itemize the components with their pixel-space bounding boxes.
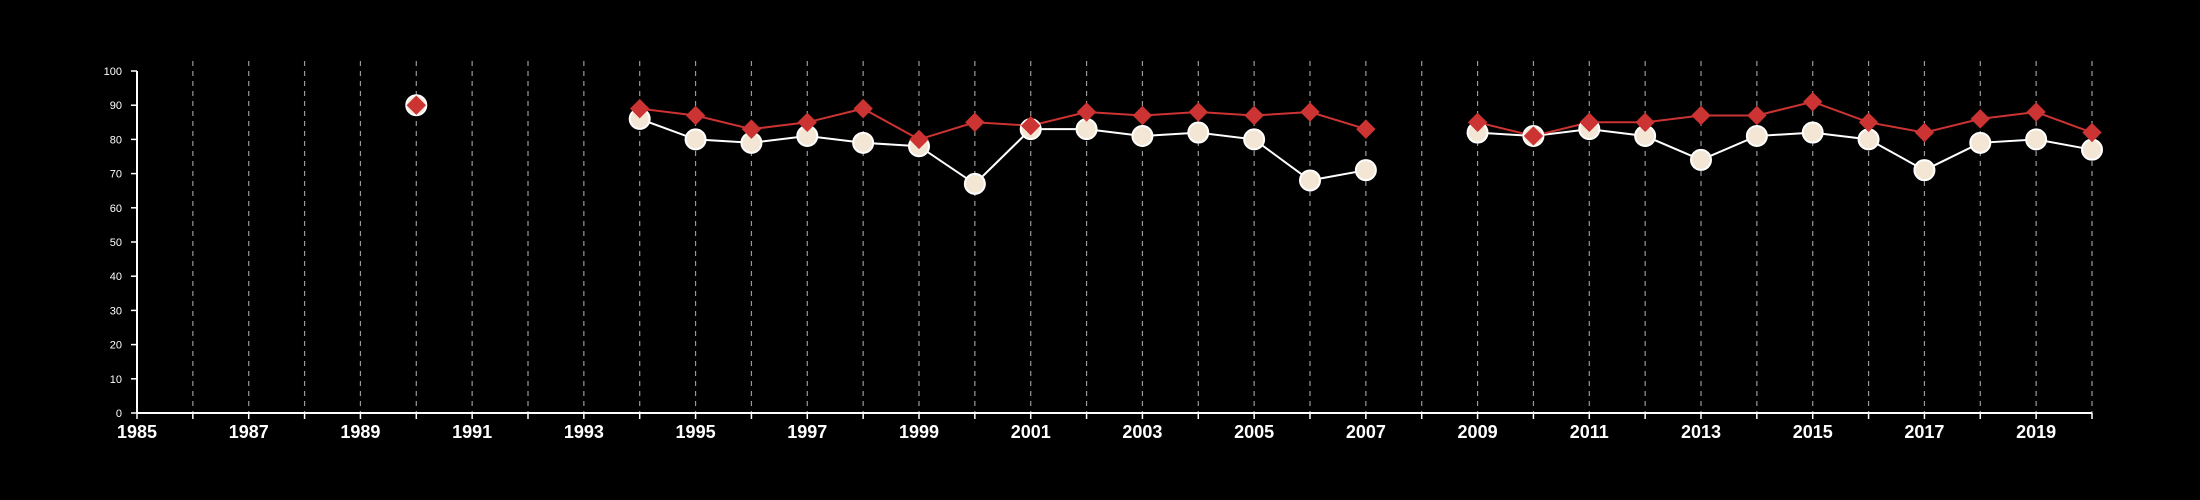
circle-point-2020 [2081, 138, 2103, 161]
vertical-gridlines [192, 61, 2093, 413]
diamond-point-2017 [1914, 122, 1935, 143]
y-tick-label: 100 [104, 66, 122, 78]
circle-point-2019 [2025, 128, 2048, 151]
x-tick-label: 1993 [564, 422, 604, 442]
series-0-line-segment-1 [1477, 128, 2093, 172]
x-tick-label: 2011 [1570, 422, 1609, 442]
diamond-point-1996 [741, 119, 762, 139]
diamond-point-2001 [1021, 116, 1041, 136]
x-tick-label: 2017 [1904, 422, 1944, 442]
y-tick-label: 30 [110, 305, 122, 317]
diamond-point-2007 [1356, 119, 1376, 139]
x-tick-label: 1985 [117, 422, 157, 442]
x-tick-label: 1991 [452, 422, 492, 442]
circle-point-2005 [1243, 128, 1266, 151]
diamond-point-1994 [630, 98, 650, 119]
diamond-point-1995 [685, 105, 706, 126]
y-tick-label: 0 [116, 408, 122, 420]
x-tick-label: 1987 [229, 422, 269, 442]
diamond-point-2004 [1188, 102, 1208, 122]
y-tick-label: 60 [110, 203, 122, 215]
diamond-point-1998 [853, 98, 873, 119]
x-tick-label: 1999 [899, 422, 939, 442]
circle-point-2013 [1690, 148, 1712, 171]
circle-point-2002 [1075, 118, 1098, 141]
circle-point-2004 [1187, 121, 1210, 144]
diamond-point-2016 [1858, 112, 1879, 133]
y-tick-label: 80 [110, 134, 122, 146]
diamond-point-1999 [909, 129, 929, 150]
y-tick-label: 40 [110, 271, 122, 283]
diamond-point-2002 [1076, 102, 1097, 122]
diamond-point-2019 [2026, 102, 2046, 122]
x-tick-label: 2015 [1793, 422, 1833, 442]
diamond-point-2015 [1803, 92, 1823, 112]
x-tick-label: 2013 [1681, 422, 1721, 442]
y-tick-label: 70 [110, 169, 122, 181]
diamond-point-2020 [2082, 122, 2102, 143]
circle-point-2006 [1299, 169, 1321, 192]
diamond-point-2012 [1635, 112, 1655, 133]
x-tick-label: 2001 [1011, 422, 1051, 442]
diamond-point-2006 [1300, 102, 1320, 122]
diamond-point-2009 [1467, 112, 1488, 133]
diamond-point-2010 [1523, 126, 1544, 146]
circle-point-2007 [1354, 159, 1377, 182]
y-tick-label: 90 [110, 100, 122, 112]
diamond-point-2014 [1747, 105, 1767, 126]
diamond-point-2003 [1132, 105, 1153, 126]
circle-point-2017 [1913, 159, 1936, 182]
x-tick-label: 2019 [2016, 422, 2056, 442]
x-tick-label: 1989 [340, 422, 380, 442]
diamond-point-2011 [1579, 112, 1599, 133]
x-tick-label: 2009 [1458, 422, 1498, 442]
circle-point-2003 [1131, 124, 1154, 147]
diamond-point-2005 [1244, 105, 1264, 126]
diamond-point-2013 [1691, 105, 1711, 126]
x-tick-label: 2007 [1346, 422, 1386, 442]
y-tick-label: 10 [110, 374, 122, 386]
axes: 1985 1987 1989 1991 1993 1995 1997 1999 2001 2003… [104, 66, 2093, 442]
circle-point-2015 [1801, 121, 1824, 144]
x-tick-label: 2003 [1122, 422, 1162, 442]
diamond-point-2000 [965, 112, 985, 133]
circle-point-2014 [1745, 124, 1768, 147]
y-tick-label: 20 [110, 340, 122, 352]
diamond-point-1990 [406, 95, 426, 115]
circle-point-1998 [852, 131, 875, 154]
diamond-point-2018 [1970, 109, 1990, 129]
series-markers [405, 92, 2103, 195]
x-tick-label: 2005 [1234, 422, 1274, 442]
x-tick-label: 1997 [787, 422, 827, 442]
series-1-line-segment-0 [639, 107, 1367, 141]
circle-point-2016 [1857, 128, 1880, 151]
circle-point-2000 [963, 172, 986, 195]
diamond-point-1997 [797, 112, 817, 133]
x-tick-label: 1995 [676, 422, 716, 442]
circle-point-1995 [684, 128, 707, 151]
circle-point-2018 [1969, 131, 1992, 154]
y-tick-label: 50 [110, 237, 122, 249]
